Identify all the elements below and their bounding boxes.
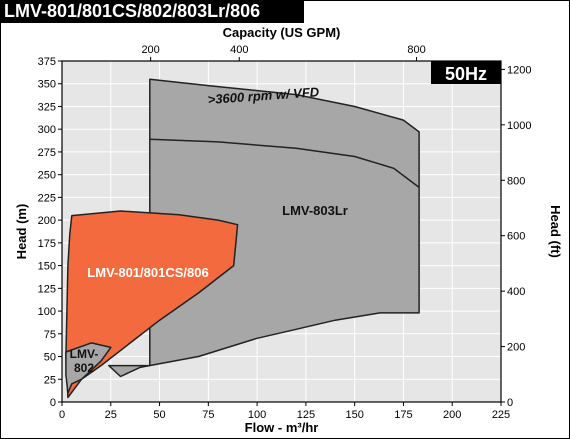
x-tick-label: 175 <box>394 409 412 421</box>
speed-curve <box>149 138 420 188</box>
lmv-802-label-line: LMV- <box>70 347 99 361</box>
y-tick-label: 250 <box>38 170 56 182</box>
axis-labels: Flow - m³/hr Capacity (US GPM) Head (m) Hea… <box>14 25 563 435</box>
y-tick-label: 275 <box>38 147 56 159</box>
frequency-badge <box>431 61 501 84</box>
x2-tick-label: 200 <box>141 44 159 56</box>
y-tick-label: 225 <box>38 192 56 204</box>
y-tick-label: 375 <box>38 56 56 68</box>
x-tick-label: 150 <box>345 409 363 421</box>
lmv-803lr-label: LMV-803Lr <box>282 203 348 218</box>
x2-axis-label: Capacity (US GPM) <box>223 25 341 40</box>
y-tick-label: 150 <box>38 261 56 273</box>
x-tick-label: 50 <box>153 409 165 421</box>
y-axis-label: Head (m) <box>14 204 29 260</box>
x-tick-label: 75 <box>202 409 214 421</box>
x2-tick-label: 400 <box>230 44 248 56</box>
y2-tick-label: 1200 <box>507 64 531 76</box>
y-tick-label: 200 <box>38 215 56 227</box>
y2-tick-label: 1000 <box>507 120 531 132</box>
x-tick-label: 225 <box>492 409 510 421</box>
plot-border <box>61 60 502 403</box>
x-axis-label: Flow - m³/hr <box>245 420 319 435</box>
y-tick-label: 300 <box>38 124 56 136</box>
y2-axis-label: Head (ft) <box>548 205 563 258</box>
x-tick-label: 100 <box>248 409 266 421</box>
x-tick-label: 125 <box>297 409 315 421</box>
x-tick-label: 200 <box>443 409 461 421</box>
y-tick-label: 350 <box>38 79 56 91</box>
chart-title: LMV-801/801CS/802/803Lr/806 <box>0 0 304 23</box>
y2-tick-label: 200 <box>507 342 525 354</box>
performance-regions <box>65 78 420 399</box>
lmv-802-label: LMV-802 <box>70 347 99 375</box>
frequency-badge-text: 50Hz <box>445 64 487 84</box>
x2-tick-label: 800 <box>407 44 425 56</box>
axes <box>61 60 502 403</box>
tick-labels: 0 25 50 75 100 125 150 175 200 225025507510012515… <box>38 44 532 421</box>
region-lmv-802 <box>65 342 112 394</box>
y2-tick-label: 400 <box>507 286 525 298</box>
y-tick-label: 50 <box>44 352 56 364</box>
y-tick-label: 325 <box>38 101 56 113</box>
y-tick-label: 125 <box>38 283 56 295</box>
y-tick-label: 75 <box>44 329 56 341</box>
lmv-801-label: LMV-801/801CS/806 <box>87 265 208 280</box>
y-tick-label: 100 <box>38 306 56 318</box>
y2-tick-label: 800 <box>507 175 525 187</box>
y-tick-label: 25 <box>44 374 56 386</box>
x-tick-label: 25 <box>105 409 117 421</box>
lmv-802-label-line: 802 <box>74 361 94 375</box>
y2-tick-label: 0 <box>507 397 513 409</box>
y-tick-label: 0 <box>50 397 56 409</box>
y-tick-label: 175 <box>38 238 56 250</box>
x-tick-label: 0 <box>59 409 65 421</box>
y2-tick-label: 600 <box>507 231 525 243</box>
